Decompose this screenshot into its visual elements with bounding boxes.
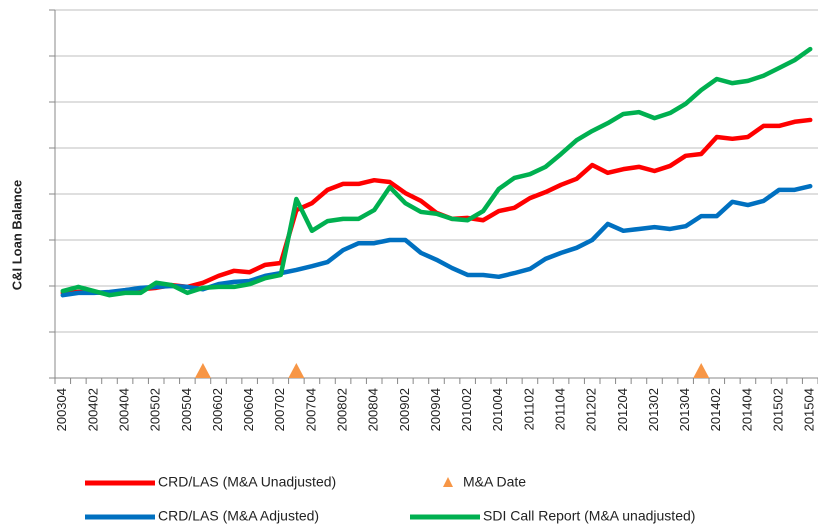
x-tick-label: 200404 bbox=[117, 388, 132, 431]
y-axis-label: C&I Loan Balance bbox=[9, 180, 24, 291]
x-tick-label: 200904 bbox=[428, 388, 443, 431]
x-tick-label: 200902 bbox=[397, 388, 412, 431]
legend-label: CRD/LAS (M&A Adjusted) bbox=[158, 508, 319, 524]
x-tick-label: 201104 bbox=[553, 388, 568, 430]
legend-item: SDI Call Report (M&A unadjusted) bbox=[410, 508, 695, 524]
legend-marker bbox=[443, 477, 453, 487]
series-line bbox=[60, 183, 813, 298]
series-line bbox=[60, 46, 813, 298]
ma-date-marker bbox=[288, 363, 305, 378]
x-tick-label: 201502 bbox=[771, 388, 786, 431]
x-tick-label: 201504 bbox=[802, 388, 817, 431]
x-tick-label: 200602 bbox=[210, 388, 225, 431]
legend-item: CRD/LAS (M&A Adjusted) bbox=[85, 508, 319, 524]
x-tick-label: 200604 bbox=[241, 388, 256, 431]
x-tick-label: 201402 bbox=[708, 388, 723, 431]
x-tick-label: 201404 bbox=[739, 388, 754, 431]
x-tick-label: 201102 bbox=[521, 388, 536, 430]
legend-label: CRD/LAS (M&A Unadjusted) bbox=[158, 474, 336, 490]
x-tick-label: 201204 bbox=[615, 388, 630, 431]
x-tick-label: 200702 bbox=[272, 388, 287, 431]
x-tick-label: 201004 bbox=[490, 388, 505, 431]
x-tick-label: 201302 bbox=[646, 388, 661, 431]
x-tick-label: 200304 bbox=[54, 388, 69, 431]
ma-date-marker bbox=[194, 363, 211, 378]
series-line bbox=[60, 117, 813, 297]
x-tick-label: 200402 bbox=[85, 388, 100, 431]
x-tick-label: 201202 bbox=[584, 388, 599, 431]
x-tick-label: 201002 bbox=[459, 388, 474, 431]
ma-date-marker bbox=[693, 363, 710, 378]
x-tick-label: 201304 bbox=[677, 388, 692, 431]
legend-label: M&A Date bbox=[463, 474, 526, 490]
x-tick-label: 200804 bbox=[366, 388, 381, 431]
x-tick-label: 200504 bbox=[179, 388, 194, 431]
x-tick-label: 200704 bbox=[303, 388, 318, 431]
legend-label: SDI Call Report (M&A unadjusted) bbox=[483, 508, 695, 524]
legend-item: M&A Date bbox=[443, 474, 526, 490]
x-tick-label: 200802 bbox=[335, 388, 350, 431]
x-tick-label: 200502 bbox=[148, 388, 163, 431]
legend-item: CRD/LAS (M&A Unadjusted) bbox=[85, 474, 336, 490]
